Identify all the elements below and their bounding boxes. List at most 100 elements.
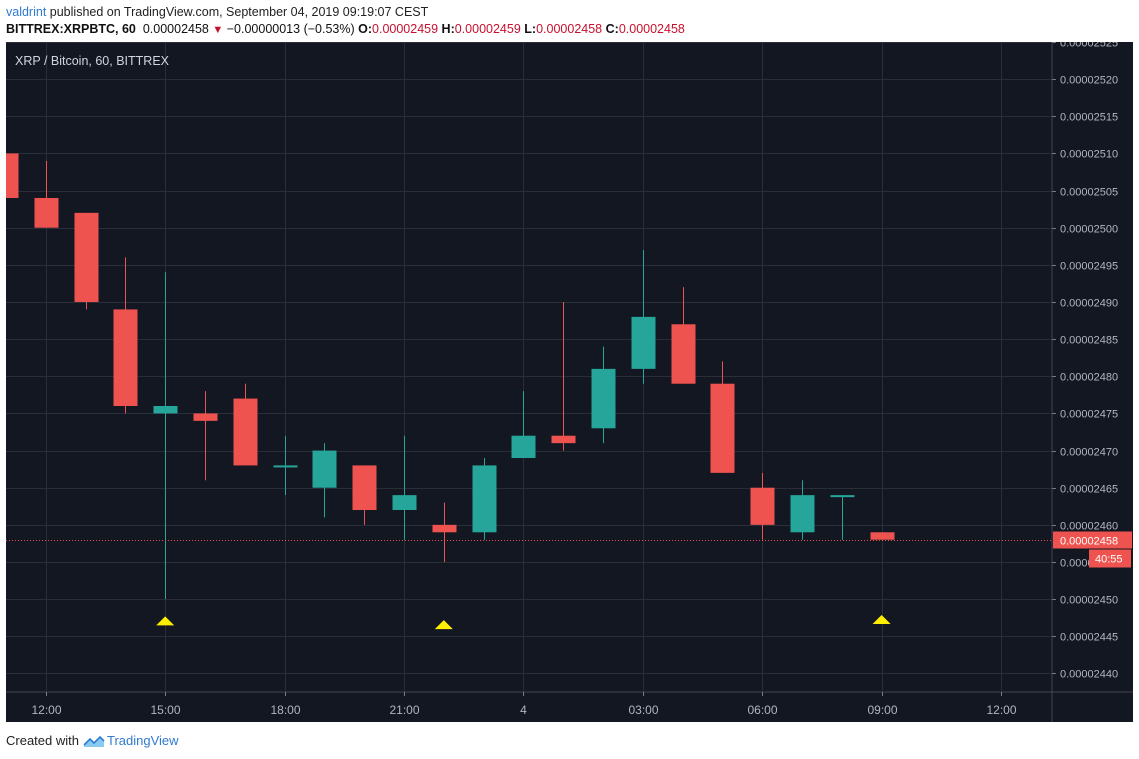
countdown-tag	[1089, 549, 1131, 568]
open-value: 0.00002459	[372, 22, 439, 36]
candlestick-chart[interactable]: 0.00002525 0.00002520 0.00002515 0.00002510…	[6, 42, 1133, 722]
time-axis[interactable]: 12:00 15:00 18:00 21:00 4 03:00 06:00 09:00 12:0…	[31, 692, 1017, 717]
countdown-label: 40:55	[1095, 554, 1123, 566]
time-tick-label: 21:00	[389, 703, 419, 717]
candle-up	[790, 480, 815, 540]
footer: Created with TradingView	[6, 733, 179, 748]
price-tick-label: 0.00002505	[1060, 187, 1118, 199]
price-change: −0.00000013 (−0.53%)	[226, 22, 355, 36]
candle-down	[671, 287, 696, 384]
open-label: O:	[358, 22, 373, 36]
low-value: 0.00002458	[536, 22, 603, 36]
candle-down	[750, 472, 775, 540]
price-tick-label: 0.00002440	[1060, 669, 1118, 681]
candle-body	[671, 324, 696, 384]
buy-marker-triangle	[156, 616, 175, 626]
last-price: 0.00002458	[142, 22, 209, 36]
price-tick-label: 0.00002500	[1060, 224, 1118, 236]
candle-down	[710, 361, 735, 473]
candle-up	[830, 495, 855, 540]
price-tick-label: 0.00002520	[1060, 75, 1118, 87]
price-tick-label: 0.00002450	[1060, 595, 1118, 607]
close-value: 0.00002458	[618, 22, 685, 36]
time-tick-label: 12:00	[986, 703, 1016, 717]
candle-up	[591, 346, 616, 444]
candle-body	[352, 465, 377, 510]
candle-down	[432, 502, 457, 562]
candle-body	[591, 368, 616, 429]
candle-up	[631, 250, 656, 384]
candle-body	[710, 383, 735, 473]
candle-body	[153, 406, 178, 414]
chart-background	[6, 42, 1133, 722]
time-tick-label: 03:00	[628, 703, 658, 717]
publish-text: published on TradingView.com, September …	[49, 5, 429, 19]
candle-down	[6, 153, 19, 198]
candle-up	[511, 391, 536, 458]
candle-down	[551, 302, 576, 451]
candle-down	[352, 465, 377, 525]
chart-title: XRP / Bitcoin, 60, BITTREX	[15, 54, 170, 68]
current-price: 0.00002458 40:55	[6, 531, 1132, 568]
price-axis[interactable]: 0.00002525 0.00002520 0.00002515 0.00002510…	[1052, 42, 1118, 681]
candle-body	[511, 435, 536, 458]
candle-body	[193, 413, 218, 421]
candle-up	[312, 443, 337, 518]
candle-down	[34, 160, 59, 228]
candle-body	[870, 532, 895, 540]
candle-body	[790, 495, 815, 533]
candle-up	[153, 272, 178, 600]
current-price-label: 0.00002458	[1060, 536, 1118, 548]
created-with-text: Created with	[6, 733, 79, 748]
time-tick-label: 18:00	[270, 703, 300, 717]
candle-body	[830, 495, 855, 498]
candle-down	[870, 532, 895, 540]
buy-marker-triangle	[872, 614, 891, 624]
time-tick-label: 12:00	[31, 703, 61, 717]
chart-container[interactable]: 0.00002525 0.00002520 0.00002515 0.00002510…	[6, 42, 1133, 722]
candle-body	[551, 435, 576, 444]
price-tick-label: 0.00002490	[1060, 298, 1118, 310]
tradingview-link[interactable]: TradingView	[106, 733, 179, 748]
symbol-label: BITTREX:XRPBTC, 60	[6, 22, 136, 36]
price-tick-label: 0.00002510	[1060, 149, 1118, 161]
candle-down	[74, 212, 99, 310]
candles	[6, 153, 895, 600]
candle-body	[472, 465, 497, 533]
current-price-tag	[1053, 531, 1132, 549]
high-value: 0.00002459	[454, 22, 521, 36]
candle-body	[6, 153, 19, 198]
price-tick-label: 0.00002515	[1060, 112, 1118, 124]
signal-markers	[156, 614, 891, 630]
price-tick-label: 0.00002495	[1060, 261, 1118, 273]
price-tick-label: 0.00002525	[1060, 42, 1118, 50]
candle-body	[113, 309, 138, 406]
candle-body	[74, 212, 99, 302]
buy-marker-triangle	[434, 620, 453, 630]
candle-body	[750, 487, 775, 525]
candle-down	[193, 391, 218, 481]
candle-body	[631, 316, 656, 369]
candle-body	[273, 465, 298, 468]
price-tick-label: 0.00002475	[1060, 409, 1118, 421]
price-tick-label: 0.00002485	[1060, 335, 1118, 347]
candle-body	[392, 495, 417, 510]
publish-info: valdrint published on TradingView.com, S…	[6, 5, 428, 19]
candle-up	[392, 435, 417, 540]
high-label: H:	[441, 22, 455, 36]
candle-body	[233, 398, 258, 466]
candle-down	[113, 257, 138, 414]
candle-body	[34, 198, 59, 228]
candle-up	[273, 435, 298, 496]
symbol-info: BITTREX:XRPBTC, 60 0.00002458 ▼ −0.00000…	[6, 22, 685, 36]
low-label: L:	[524, 22, 537, 36]
tradingview-logo-icon	[83, 735, 105, 747]
time-tick-label: 4	[520, 703, 527, 717]
author-link[interactable]: valdrint	[6, 5, 47, 19]
price-tick-label: 0.00002480	[1060, 372, 1118, 384]
time-tick-label: 09:00	[867, 703, 897, 717]
price-tick-label: 0.00002445	[1060, 632, 1118, 644]
candle-up	[472, 458, 497, 540]
down-arrow-icon: ▼	[212, 24, 224, 36]
candle-body	[312, 450, 337, 488]
